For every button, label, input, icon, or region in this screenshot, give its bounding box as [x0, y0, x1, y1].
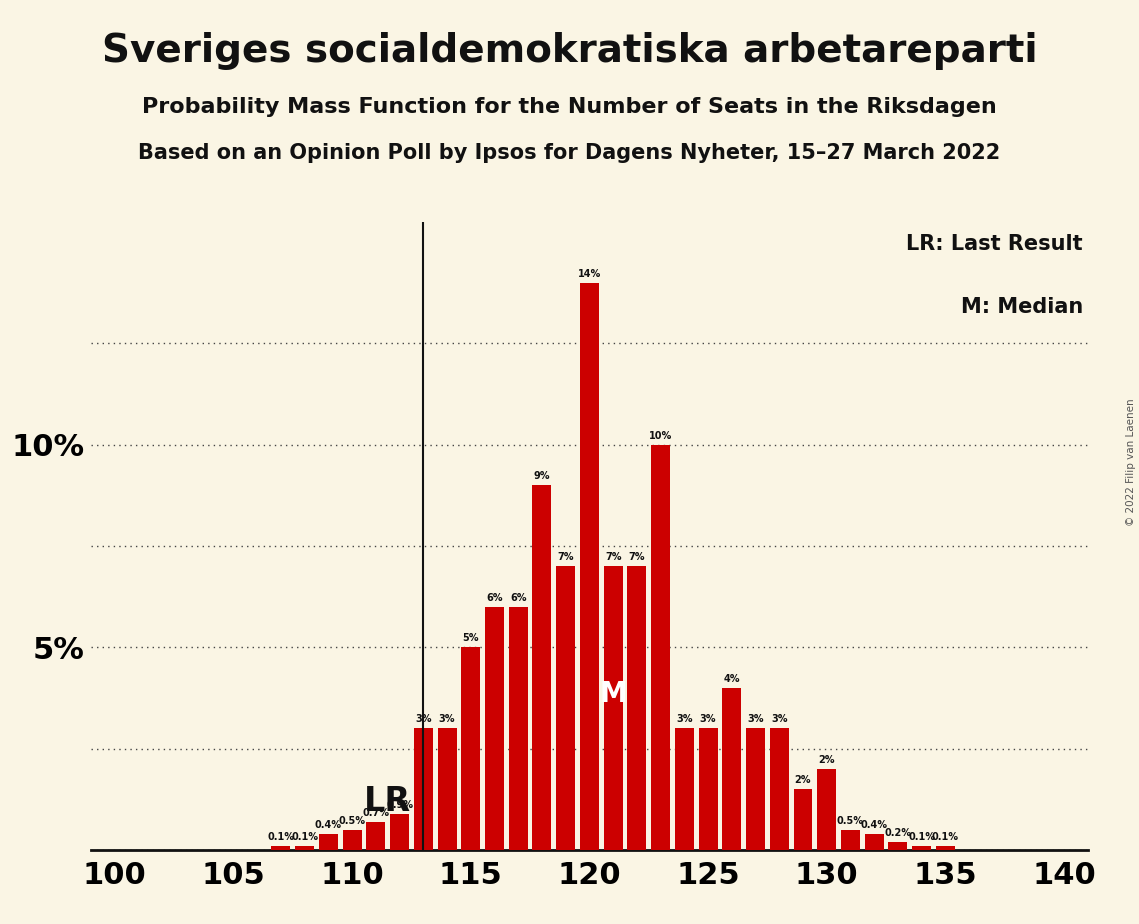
Text: 7%: 7%: [629, 553, 645, 563]
Text: LR: Last Result: LR: Last Result: [907, 235, 1083, 254]
Text: Sveriges socialdemokratiska arbetareparti: Sveriges socialdemokratiska arbetarepart…: [101, 32, 1038, 70]
Bar: [485, 607, 503, 850]
Text: 14%: 14%: [577, 269, 601, 278]
Text: 3%: 3%: [415, 714, 432, 724]
Bar: [604, 566, 623, 850]
Text: 0.1%: 0.1%: [908, 832, 935, 842]
Text: 10%: 10%: [649, 431, 672, 441]
Text: 0.5%: 0.5%: [837, 816, 865, 826]
Bar: [912, 846, 931, 850]
Bar: [674, 728, 694, 850]
Text: 4%: 4%: [723, 674, 740, 684]
Bar: [390, 814, 409, 850]
Bar: [532, 485, 551, 850]
Bar: [652, 444, 670, 850]
Text: 6%: 6%: [510, 593, 526, 602]
Text: 0.1%: 0.1%: [932, 832, 959, 842]
Text: Probability Mass Function for the Number of Seats in the Riksdagen: Probability Mass Function for the Number…: [142, 97, 997, 117]
Text: 0.1%: 0.1%: [268, 832, 295, 842]
Bar: [509, 607, 527, 850]
Bar: [770, 728, 788, 850]
Text: 0.2%: 0.2%: [884, 828, 911, 838]
Text: 3%: 3%: [439, 714, 456, 724]
Text: 7%: 7%: [605, 553, 622, 563]
Text: 2%: 2%: [819, 755, 835, 765]
Bar: [936, 846, 954, 850]
Text: 3%: 3%: [699, 714, 716, 724]
Bar: [556, 566, 575, 850]
Text: 0.5%: 0.5%: [338, 816, 366, 826]
Bar: [722, 688, 741, 850]
Text: M: M: [599, 680, 626, 708]
Text: 7%: 7%: [557, 553, 574, 563]
Bar: [271, 846, 290, 850]
Bar: [367, 821, 385, 850]
Bar: [794, 789, 812, 850]
Bar: [888, 842, 908, 850]
Bar: [580, 283, 599, 850]
Bar: [841, 830, 860, 850]
Text: 0.1%: 0.1%: [292, 832, 318, 842]
Bar: [698, 728, 718, 850]
Bar: [343, 830, 361, 850]
Text: 0.4%: 0.4%: [314, 820, 342, 830]
Text: 9%: 9%: [534, 471, 550, 481]
Bar: [628, 566, 646, 850]
Text: 5%: 5%: [462, 633, 480, 643]
Text: 0.9%: 0.9%: [386, 799, 413, 809]
Text: 3%: 3%: [677, 714, 693, 724]
Bar: [319, 833, 338, 850]
Text: 0.7%: 0.7%: [362, 808, 390, 818]
Bar: [461, 648, 481, 850]
Bar: [437, 728, 457, 850]
Text: LR: LR: [364, 784, 411, 818]
Text: 6%: 6%: [486, 593, 502, 602]
Text: 3%: 3%: [747, 714, 764, 724]
Text: 0.4%: 0.4%: [861, 820, 887, 830]
Text: 3%: 3%: [771, 714, 787, 724]
Text: Based on an Opinion Poll by Ipsos for Dagens Nyheter, 15–27 March 2022: Based on an Opinion Poll by Ipsos for Da…: [138, 143, 1001, 164]
Text: 2%: 2%: [795, 775, 811, 785]
Bar: [746, 728, 765, 850]
Bar: [817, 769, 836, 850]
Bar: [413, 728, 433, 850]
Bar: [865, 833, 884, 850]
Text: © 2022 Filip van Laenen: © 2022 Filip van Laenen: [1126, 398, 1136, 526]
Text: M: Median: M: Median: [960, 298, 1083, 317]
Bar: [295, 846, 314, 850]
